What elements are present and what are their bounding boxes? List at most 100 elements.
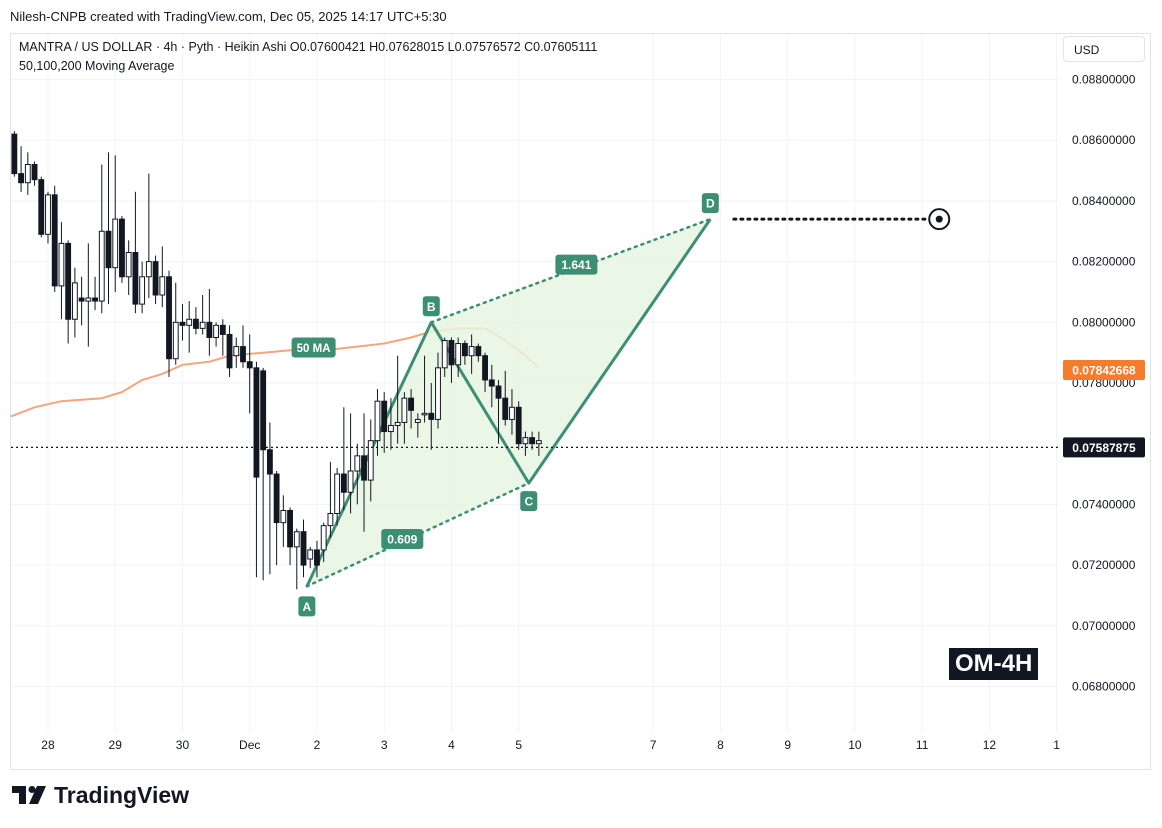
candle[interactable] [300, 519, 307, 578]
candle[interactable] [495, 379, 502, 444]
candle[interactable] [468, 334, 475, 374]
candle[interactable] [475, 343, 482, 362]
candle[interactable] [226, 325, 233, 377]
indicator-legend[interactable]: 50,100,200 Moving Average [19, 59, 175, 73]
candle-body-up [347, 470, 354, 493]
candle[interactable] [320, 522, 327, 563]
candle[interactable] [132, 191, 139, 314]
candle-body-up [45, 194, 51, 235]
candle[interactable] [388, 398, 394, 450]
tradingview-logo[interactable]: TradingView [12, 782, 189, 808]
candle[interactable] [112, 155, 119, 292]
candle[interactable] [535, 431, 542, 456]
candle[interactable] [273, 471, 280, 566]
candle[interactable] [367, 419, 374, 502]
candle[interactable] [401, 392, 408, 444]
candle[interactable] [455, 337, 462, 377]
candle[interactable] [166, 270, 172, 377]
candle[interactable] [192, 307, 199, 335]
candle[interactable] [361, 413, 367, 532]
candle[interactable] [522, 431, 529, 456]
candle-body-down [260, 370, 267, 451]
price-tick-label: 0.08000000 [1072, 315, 1136, 329]
candle[interactable] [78, 276, 85, 326]
candle[interactable] [139, 261, 146, 314]
candle[interactable] [448, 337, 455, 383]
candle[interactable] [354, 443, 361, 505]
candle[interactable] [145, 173, 152, 299]
price-tick-label: 0.06800000 [1072, 679, 1136, 693]
candle[interactable] [98, 164, 105, 314]
harmonic-pattern[interactable] [305, 217, 712, 588]
candle[interactable] [334, 467, 341, 526]
symbol-legend[interactable]: MANTRA / US DOLLAR · 4h · Pyth · Heikin … [19, 40, 598, 54]
candle[interactable] [92, 276, 98, 311]
candle[interactable] [38, 176, 45, 238]
candle[interactable] [199, 294, 206, 335]
candle[interactable] [159, 246, 166, 308]
ma-price-badge[interactable]: 0.07842668 [1063, 360, 1145, 381]
candle[interactable] [65, 240, 72, 344]
candle-body-up [394, 421, 401, 426]
candle[interactable] [58, 222, 65, 320]
candle[interactable] [515, 401, 522, 450]
candle[interactable] [394, 355, 401, 444]
price-axis[interactable]: 0.08800000 0.08600000 0.08400000 0.08200000… [1063, 73, 1145, 694]
candle[interactable] [314, 540, 320, 578]
candle[interactable] [287, 507, 293, 566]
candle[interactable] [421, 355, 428, 423]
candle[interactable] [219, 319, 226, 356]
candle[interactable] [307, 546, 314, 569]
candle-body-up [24, 163, 31, 184]
candle[interactable] [240, 325, 246, 368]
candle[interactable] [213, 322, 220, 347]
candle[interactable] [428, 383, 435, 450]
candle[interactable] [125, 240, 132, 295]
candle[interactable] [186, 301, 193, 353]
candle[interactable] [327, 461, 334, 538]
candle[interactable] [488, 364, 495, 408]
candle[interactable] [502, 370, 509, 426]
candle[interactable] [71, 267, 78, 338]
candle-body-down [38, 179, 45, 235]
candle[interactable] [347, 413, 354, 514]
candle[interactable] [51, 185, 58, 292]
candle[interactable] [293, 528, 300, 590]
candle[interactable] [85, 243, 92, 347]
candle[interactable] [105, 152, 112, 305]
candle[interactable] [374, 389, 381, 456]
candle[interactable] [414, 413, 421, 438]
candle[interactable] [253, 361, 260, 578]
candle[interactable] [246, 334, 253, 414]
candle[interactable] [408, 389, 415, 429]
point-a-label: A [298, 596, 316, 617]
candle[interactable] [280, 495, 287, 547]
candle[interactable] [179, 304, 186, 341]
candle[interactable] [461, 340, 468, 365]
time-axis[interactable]: 28 29 30 Dec 2 3 4 5 7 8 9 10 11 12 1 [41, 738, 1060, 752]
candle[interactable] [482, 352, 488, 393]
candle[interactable] [340, 407, 347, 511]
candle[interactable] [24, 152, 31, 195]
candle[interactable] [152, 255, 159, 305]
candle[interactable] [435, 352, 441, 429]
candle[interactable] [233, 337, 240, 368]
time-tick-label: 28 [41, 738, 55, 752]
candles[interactable] [11, 131, 542, 590]
candle[interactable] [45, 191, 51, 244]
candle-body-down [219, 324, 226, 335]
candle[interactable] [11, 131, 18, 177]
candle[interactable] [381, 392, 388, 453]
last-price-badge[interactable]: 0.07587875 [1063, 437, 1145, 458]
candle[interactable] [509, 389, 515, 435]
candle[interactable] [441, 337, 448, 377]
currency-button[interactable]: USD [1063, 36, 1145, 62]
candle[interactable] [206, 288, 213, 356]
candle[interactable] [260, 367, 267, 581]
candle[interactable] [172, 282, 179, 365]
candle[interactable] [266, 422, 273, 575]
candle[interactable] [18, 146, 25, 192]
candle[interactable] [119, 216, 125, 283]
candle[interactable] [31, 161, 38, 186]
